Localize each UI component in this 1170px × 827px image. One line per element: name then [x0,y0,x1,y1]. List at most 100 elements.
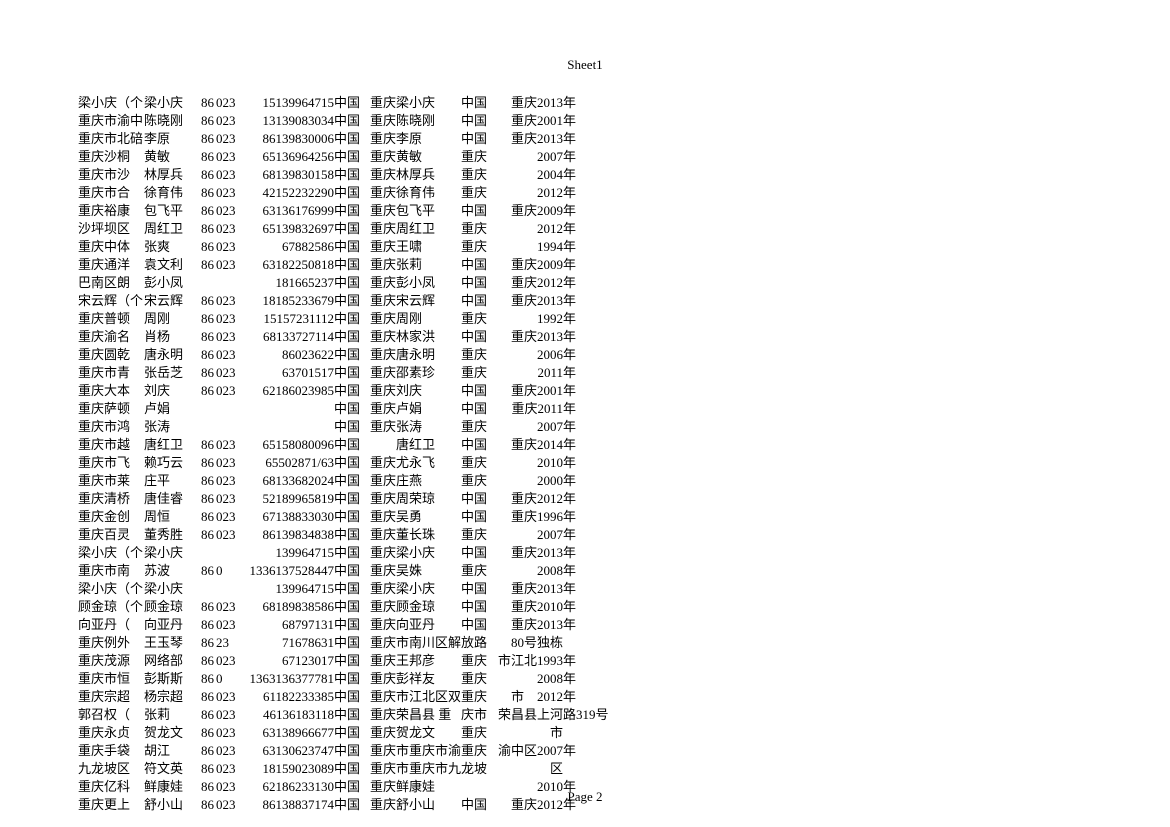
cell: 2007 [489,526,563,544]
cell: 重庆 [461,148,489,166]
cell: 重庆 [362,184,396,202]
cell: 沙坪坝区 [78,220,144,238]
cell: 重庆 [461,454,489,472]
cell: 周红卫 [144,220,184,238]
table-row: 重庆渝名肖杨8602368133727114中国重庆林家洪中国重庆2013年 [78,328,609,346]
cell: 86 [184,346,216,364]
cell: 中国 [334,526,362,544]
cell: 张涛 [144,418,184,436]
cell: 林厚兵 [144,166,184,184]
cell: 向亚丹（ [78,616,144,634]
cell: 重庆 [362,742,396,760]
cell: 重庆 [362,148,396,166]
cell: 中国 [334,274,362,292]
cell [216,544,246,562]
cell: 中国 [461,274,489,292]
cell: 胡江 [144,742,184,760]
cell: 重庆渝名 [78,328,144,346]
cell: 重庆宗超 [78,688,144,706]
table-row: 重庆市合徐育伟8602342152232290中国重庆徐育伟重庆2012年 [78,184,609,202]
cell: 023 [216,220,246,238]
cell: 023 [216,724,246,742]
cell: 86 [184,202,216,220]
cell: 李原 [144,130,184,148]
table-row: 重庆茂源网络部8602367123017中国重庆王邦彦重庆市江北1993年 [78,652,609,670]
cell: 86 [184,760,216,778]
cell: 重庆中体 [78,238,144,256]
cell: 86 [184,688,216,706]
cell: 路319号 [563,706,609,724]
cell: 重庆 [362,598,396,616]
cell: 86 [184,526,216,544]
cell: 顾金琼 [144,598,184,616]
cell: 唐红卫 [144,436,184,454]
cell: 中国 [334,184,362,202]
cell: 董长珠 [396,526,461,544]
cell: 重庆清桥 [78,490,144,508]
cell: 86 [184,742,216,760]
cell: 唐佳睿 [144,490,184,508]
cell: 中国 [461,616,489,634]
table-row: 郭召权（张莉8602346136183118中国重庆 荣昌县 重庆市荣昌县上河路… [78,706,609,724]
cell: 86139830006 [246,130,334,148]
table-row: 向亚丹（向亚丹8602368797131中国重庆向亚丹中国重庆2013年 [78,616,609,634]
table-row: 重庆永贞贺龙文8602363138966677中国重庆贺龙文重庆市 [78,724,609,742]
cell: 86023622 [246,346,334,364]
cell [246,400,334,418]
cell: 重庆 [461,472,489,490]
cell: 卢娟 [396,400,461,418]
cell: 中国 [461,292,489,310]
cell: 周荣琼 [396,490,461,508]
cell: 庆市 [461,706,489,724]
cell: 周刚 [396,310,461,328]
table-row: 梁小庆（个梁小庆8602315139964715中国重庆梁小庆中国重庆2013年 [78,94,609,112]
cell: 2008 [489,562,563,580]
cell: 重庆 [461,310,489,328]
cell: 重庆市青 [78,364,144,382]
cell: 中国 [334,310,362,328]
cell: 梁小庆 [144,94,184,112]
cell: 重庆百灵 [78,526,144,544]
cell: 重庆 [461,238,489,256]
cell: 宋云辉 [144,292,184,310]
cell: 林家洪 [396,328,461,346]
cell: 023 [216,292,246,310]
cell: 重庆 [362,202,396,220]
table-row: 重庆大本刘庆8602362186023985中国重庆刘庆中国重庆2001年 [78,382,609,400]
cell: 023 [216,148,246,166]
table-row: 重庆市鸿张涛中国重庆张涛重庆2007年 [78,418,609,436]
cell: 重庆大本 [78,382,144,400]
table-row: 重庆市南苏波8601336137528447中国重庆吴姝重庆2008年 [78,562,609,580]
cell: 中国 [334,328,362,346]
cell: 年 [563,670,609,688]
cell: 年 [563,256,609,274]
cell: 包飞平 [144,202,184,220]
cell: 重庆 [362,544,396,562]
cell: 中国 [334,382,362,400]
cell: 重庆裕康 [78,202,144,220]
cell: 中国 [461,112,489,130]
cell: 年 [563,742,609,760]
cell: 周刚 [144,310,184,328]
cell: 重庆例外 [78,634,144,652]
cell: 梁小庆 [396,94,461,112]
cell: 中国 [461,328,489,346]
cell: 年 [563,364,609,382]
cell: 18159023089 [246,760,334,778]
cell: 重庆 [362,472,396,490]
cell: 86 [184,508,216,526]
cell: 黄敏 [144,148,184,166]
cell: 65139832697 [246,220,334,238]
cell: 023 [216,382,246,400]
cell: 刘庆 [144,382,184,400]
cell: 023 [216,526,246,544]
cell [216,580,246,598]
cell: 86 [184,166,216,184]
cell: 2010 [489,454,563,472]
cell: 中国 [334,598,362,616]
cell: 贺龙文 [396,724,461,742]
cell: 重庆 [362,292,396,310]
cell: 023 [216,364,246,382]
cell [563,724,609,742]
cell: 市重庆市渝 [396,742,461,760]
